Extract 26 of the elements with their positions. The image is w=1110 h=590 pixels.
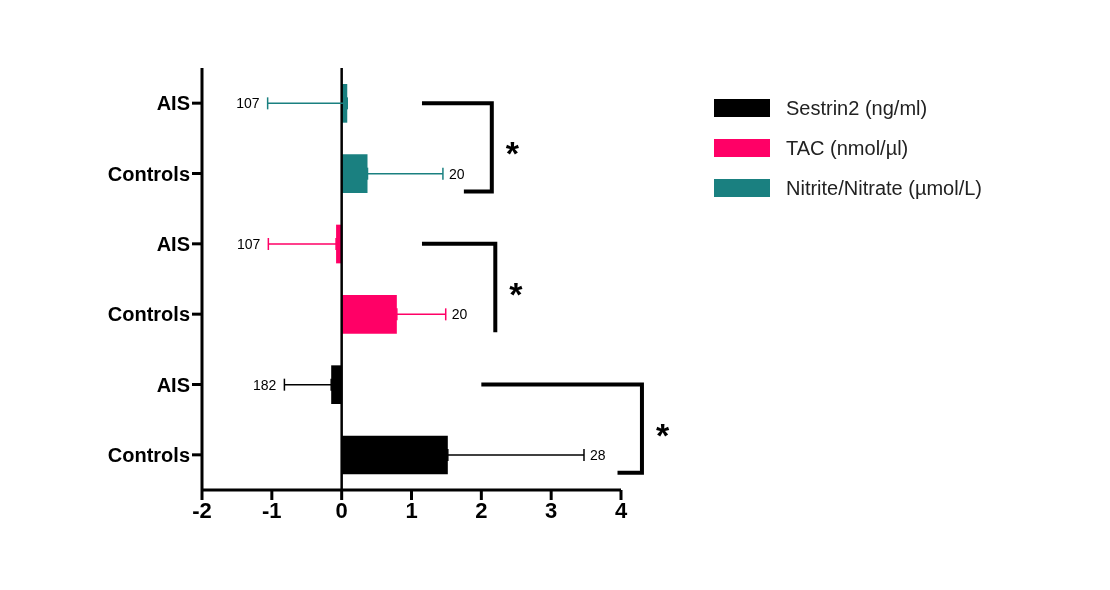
x-tick-label: 4: [614, 497, 628, 523]
annotation: 28: [589, 446, 606, 463]
annotation: 20: [451, 306, 468, 323]
y-tick-label: AIS: [156, 373, 190, 396]
x-tick-label: 0: [335, 497, 348, 523]
y-tick-label: Controls: [107, 162, 190, 185]
x-tick-label: -1: [262, 497, 282, 523]
text: *: [655, 415, 670, 454]
bar: [341, 295, 397, 334]
y-tick-label: Controls: [107, 443, 190, 466]
legend-label: Nitrite/Nitrate (µmol/L): [786, 176, 982, 200]
annotation: 20: [448, 165, 465, 182]
legend-label: TAC (nmol/µl): [786, 136, 909, 160]
x-tick-label: 1: [405, 497, 418, 523]
x-tick-label: -2: [192, 497, 212, 523]
annotation: *: [505, 134, 520, 173]
legend-label: Sestrin2 (ng/ml): [786, 96, 928, 120]
annotation: 107: [236, 95, 260, 112]
annotation: 182: [253, 376, 277, 393]
y-tick-label: AIS: [156, 232, 190, 255]
annotation: *: [509, 275, 524, 313]
y-tick-label: Controls: [107, 303, 190, 326]
y-tick-label: AIS: [156, 92, 190, 115]
x-tick-label: 3: [545, 497, 558, 523]
annotation: 107: [236, 235, 261, 252]
x-tick-label: 2: [475, 497, 488, 523]
